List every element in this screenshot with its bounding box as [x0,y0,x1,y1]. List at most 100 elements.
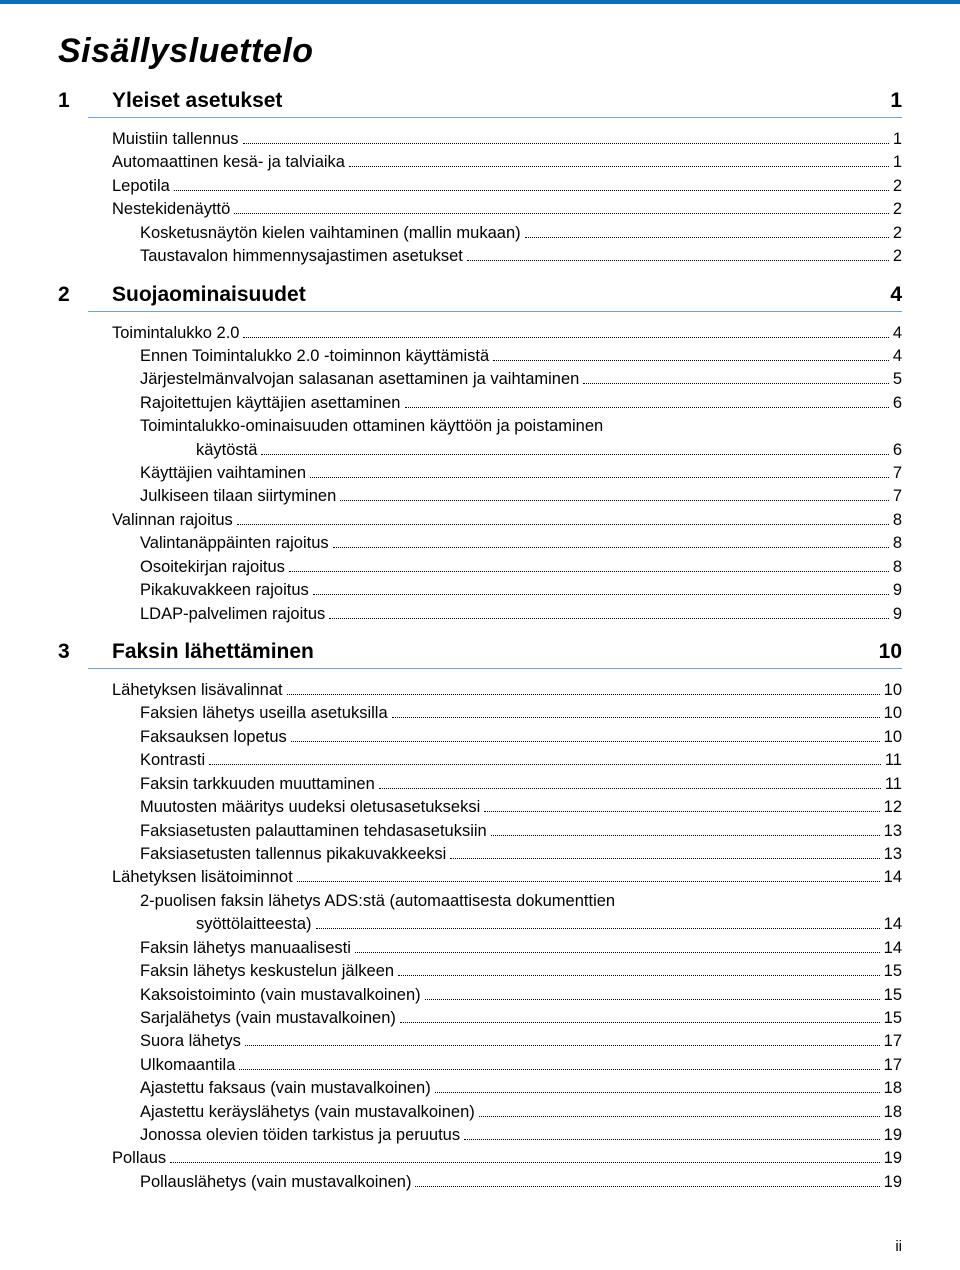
toc-entry[interactable]: Rajoitettujen käyttäjien asettaminen 6 [112,392,902,415]
toc-entry[interactable]: Toimintalukko-ominaisuuden ottaminen käy… [112,415,902,438]
toc-entry[interactable]: Julkiseen tilaan siirtyminen 7 [112,485,902,508]
toc-entry[interactable]: LDAP-palvelimen rajoitus 9 [112,603,902,626]
toc-entry[interactable]: Taustavalon himmennysajastimen asetukset… [112,245,902,268]
leader-dots [493,360,889,361]
toc-entry[interactable]: Osoitekirjan rajoitus 8 [112,556,902,579]
leader-dots [234,213,888,214]
toc-entry[interactable]: Pollaus 19 [112,1147,902,1170]
toc-entry[interactable]: Kosketusnäytön kielen vaihtaminen (malli… [112,222,902,245]
toc-entry-wrap[interactable]: käytöstä 6 [112,439,902,462]
leader-dots [313,594,889,595]
toc-entry[interactable]: Automaattinen kesä- ja talviaika 1 [112,151,902,174]
entry-page: 6 [893,439,902,462]
entry-text: Pollauslähetys (vain mustavalkoinen) [140,1171,411,1194]
chapter-title: Faksin lähettäminen [88,640,879,664]
leader-dots [340,500,889,501]
chapters-container: 1Yleiset asetukset1Muistiin tallennus 1A… [58,89,902,1194]
leader-dots [239,1069,879,1070]
toc-entry[interactable]: Jonossa olevien töiden tarkistus ja peru… [112,1124,902,1147]
toc-entry[interactable]: Faksiasetusten tallennus pikakuvakkeeksi… [112,843,902,866]
toc-entry[interactable]: Muutosten määritys uudeksi oletusasetuks… [112,796,902,819]
page-title: Sisällysluettelo [58,32,902,71]
toc-entry[interactable]: Järjestelmänvalvojan salasanan asettamin… [112,368,902,391]
toc-entry[interactable]: Pollauslähetys (vain mustavalkoinen) 19 [112,1171,902,1194]
entry-text: Faksauksen lopetus [140,726,287,749]
toc-entry[interactable]: Faksin lähetys keskustelun jälkeen 15 [112,960,902,983]
toc-entry[interactable]: 2-puolisen faksin lähetys ADS:stä (autom… [112,890,902,913]
chapter-number: 2 [58,283,88,307]
toc-entry[interactable]: Ajastettu keräyslähetys (vain mustavalko… [112,1101,902,1124]
entry-text: Faksin lähetys keskustelun jälkeen [140,960,394,983]
footer-page-number: ii [0,1214,960,1269]
entry-page: 5 [893,368,902,391]
toc-entry[interactable]: Kaksoistoiminto (vain mustavalkoinen) 15 [112,984,902,1007]
entry-page: 13 [884,843,902,866]
entry-page: 2 [893,175,902,198]
entry-text: Automaattinen kesä- ja talviaika [112,151,345,174]
entry-page: 2 [893,245,902,268]
entry-text: Osoitekirjan rajoitus [140,556,285,579]
entry-text: Toimintalukko 2.0 [112,322,239,345]
toc-entry[interactable]: Kontrasti 11 [112,749,902,772]
toc-entry[interactable]: Lähetyksen lisävalinnat 10 [112,679,902,702]
entry-text: Rajoitettujen käyttäjien asettaminen [140,392,401,415]
leader-dots [310,477,889,478]
leader-dots [174,190,889,191]
toc-entry[interactable]: Valintanäppäinten rajoitus 8 [112,532,902,555]
toc-entry[interactable]: Pikakuvakkeen rajoitus 9 [112,579,902,602]
leader-dots [400,1022,880,1023]
entry-page: 8 [893,509,902,532]
entry-text: Muutosten määritys uudeksi oletusasetuks… [140,796,480,819]
chapter-heading: 3Faksin lähettäminen10 [88,640,902,669]
entry-text: Lähetyksen lisävalinnat [112,679,283,702]
toc-entry[interactable]: Valinnan rajoitus 8 [112,509,902,532]
toc-entry[interactable]: Ulkomaantila 17 [112,1054,902,1077]
leader-dots [491,835,880,836]
entry-text: käytöstä [196,439,257,462]
entry-page: 2 [893,222,902,245]
entry-page: 10 [884,726,902,749]
toc-entry[interactable]: Sarjalähetys (vain mustavalkoinen) 15 [112,1007,902,1030]
entry-text: Ajastettu keräyslähetys (vain mustavalko… [140,1101,475,1124]
toc-entry-wrap[interactable]: syöttölaitteesta) 14 [112,913,902,936]
chapter-section: 1Yleiset asetukset1Muistiin tallennus 1A… [58,89,902,269]
leader-dots [435,1092,880,1093]
entry-page: 18 [884,1077,902,1100]
leader-dots [170,1162,880,1163]
entry-text: Lepotila [112,175,170,198]
toc-entry[interactable]: Ennen Toimintalukko 2.0 -toiminnon käytt… [112,345,902,368]
toc-entry[interactable]: Nestekidenäyttö 2 [112,198,902,221]
entry-text: Taustavalon himmennysajastimen asetukset [140,245,463,268]
toc-entry[interactable]: Lepotila 2 [112,175,902,198]
toc-entry[interactable]: Toimintalukko 2.0 4 [112,322,902,345]
entry-text: Lähetyksen lisätoiminnot [112,866,293,889]
entry-text: Valintanäppäinten rajoitus [140,532,329,555]
leader-dots [484,811,879,812]
toc-entry[interactable]: Faksin tarkkuuden muuttaminen 11 [112,773,902,796]
entry-text: Toimintalukko-ominaisuuden ottaminen käy… [140,415,603,438]
entry-text: Suora lähetys [140,1030,241,1053]
leader-dots [245,1045,880,1046]
toc-entry[interactable]: Faksiasetusten palauttaminen tehdasasetu… [112,820,902,843]
entry-page: 10 [884,702,902,725]
entry-page: 10 [884,679,902,702]
leader-dots [237,524,889,525]
chapter-page: 4 [890,283,902,307]
toc-entry[interactable]: Muistiin tallennus 1 [112,128,902,151]
toc-entry[interactable]: Suora lähetys 17 [112,1030,902,1053]
toc-entry[interactable]: Käyttäjien vaihtaminen 7 [112,462,902,485]
entry-text: LDAP-palvelimen rajoitus [140,603,325,626]
entry-page: 9 [893,603,902,626]
leader-dots [464,1139,880,1140]
leader-dots [450,858,879,859]
leader-dots [405,407,889,408]
entry-page: 8 [893,532,902,555]
toc-entry[interactable]: Ajastettu faksaus (vain mustavalkoinen) … [112,1077,902,1100]
chapter-title: Yleiset asetukset [88,89,890,113]
toc-entry[interactable]: Faksin lähetys manuaalisesti 14 [112,937,902,960]
toc-entry[interactable]: Faksien lähetys useilla asetuksilla 10 [112,702,902,725]
entry-page: 13 [884,820,902,843]
toc-entry[interactable]: Faksauksen lopetus 10 [112,726,902,749]
entry-text: Järjestelmänvalvojan salasanan asettamin… [140,368,579,391]
toc-entry[interactable]: Lähetyksen lisätoiminnot 14 [112,866,902,889]
